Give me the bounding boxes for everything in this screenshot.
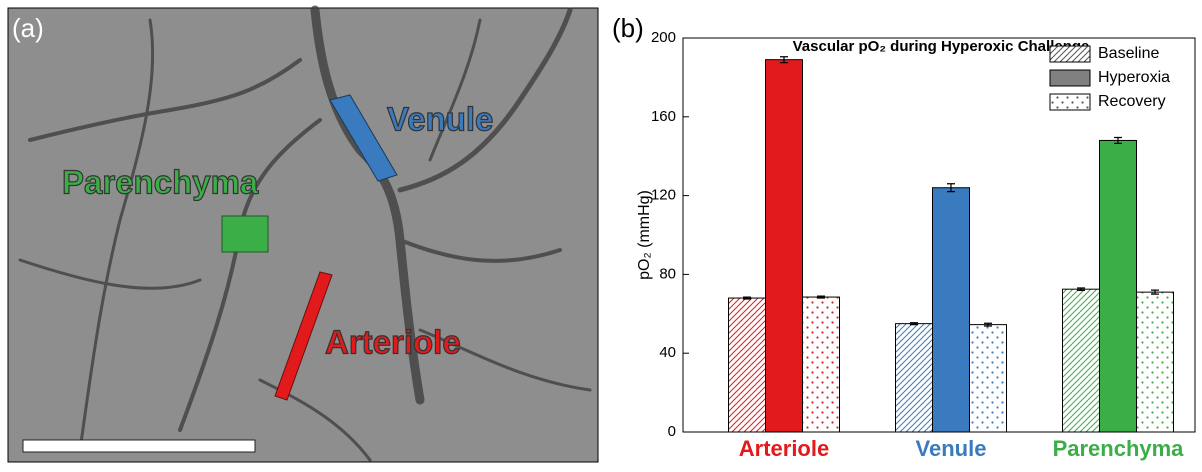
legend-label: Hyperoxia xyxy=(1098,69,1170,86)
error-bar xyxy=(743,296,751,300)
error-bar xyxy=(1151,289,1159,295)
x-tick-label: Venule xyxy=(916,436,987,461)
arteriole-region xyxy=(274,271,333,401)
bar xyxy=(1136,291,1174,433)
x-tick-label: Arteriole xyxy=(739,436,829,461)
y-axis-label: pO₂ (mmHg) xyxy=(636,190,653,280)
region-label: Arteriole xyxy=(325,324,461,361)
legend-swatch xyxy=(1049,69,1091,87)
error-bar xyxy=(910,322,918,326)
image-background xyxy=(7,7,599,463)
error-bar xyxy=(1114,136,1122,144)
micrograph: (a) Venule Parenchyma Arteriole xyxy=(7,5,599,463)
legend-swatch xyxy=(1049,45,1091,63)
y-tick-label: 120 xyxy=(651,187,676,204)
vessels xyxy=(18,5,592,462)
bar xyxy=(1062,288,1100,433)
y-tick-label: 80 xyxy=(659,265,676,282)
bar xyxy=(969,324,1007,433)
chart-title: Vascular pO₂ during Hyperoxic Challenge xyxy=(793,38,1090,55)
y-tick-label: 0 xyxy=(668,423,676,440)
legend-label: Baseline xyxy=(1098,45,1159,62)
bar xyxy=(1099,139,1137,433)
legend-label: Recovery xyxy=(1098,93,1166,110)
error-bar xyxy=(780,56,788,64)
parenchyma-region xyxy=(221,215,269,253)
y-tick-label: 200 xyxy=(651,29,676,46)
venule-region xyxy=(329,94,398,182)
y-tick-label: 160 xyxy=(651,108,676,125)
region-label: Venule xyxy=(387,101,493,138)
panel-label: (b) xyxy=(612,13,644,43)
error-bar xyxy=(1077,287,1085,291)
y-tick-label: 40 xyxy=(659,344,676,361)
bar xyxy=(895,323,933,433)
error-bar xyxy=(947,183,955,193)
region-label: Parenchyma xyxy=(62,164,259,201)
bar xyxy=(932,187,970,433)
bar xyxy=(765,59,803,433)
x-tick-label: Parenchyma xyxy=(1053,436,1185,461)
scale-bar xyxy=(22,439,256,453)
error-bar xyxy=(817,295,825,299)
error-bar xyxy=(984,322,992,327)
legend-swatch xyxy=(1049,93,1091,111)
bar xyxy=(728,297,766,433)
bar xyxy=(802,296,840,433)
panel-label: (a) xyxy=(12,13,44,43)
